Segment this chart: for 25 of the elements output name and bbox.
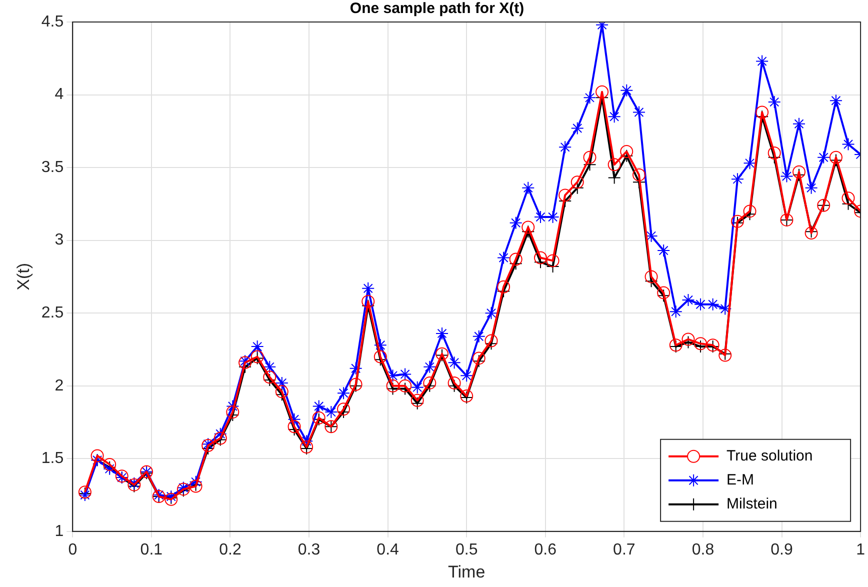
x-tick-label: 0.4 bbox=[376, 541, 400, 558]
legend-label: E-M bbox=[726, 472, 754, 489]
y-tick-label: 4 bbox=[54, 86, 64, 104]
y-tick-label: 1.5 bbox=[41, 450, 64, 468]
y-tick-label: 2 bbox=[54, 377, 64, 394]
y-tick-label: 1 bbox=[54, 522, 64, 540]
chart-title: One sample path for X(t) bbox=[350, 0, 524, 18]
y-tick-label: 2.5 bbox=[41, 304, 64, 322]
x-tick-label: 0.8 bbox=[692, 541, 714, 558]
x-tick-label: 0.3 bbox=[298, 541, 320, 558]
x-tick-label: 0.9 bbox=[770, 541, 793, 558]
x-tick-label: 0.1 bbox=[140, 541, 163, 558]
y-tick-label: 3.5 bbox=[41, 158, 64, 176]
y-tick-label: 4.5 bbox=[41, 13, 64, 30]
x-tick-label: 1 bbox=[856, 541, 866, 558]
x-tick-label: 0.5 bbox=[455, 541, 478, 558]
y-tick-label: 3 bbox=[54, 232, 64, 249]
x-axis-title: Time bbox=[448, 562, 486, 582]
y-axis-title: X(t) bbox=[14, 263, 33, 290]
x-tick-label: 0.6 bbox=[534, 541, 557, 558]
legend-label: Milstein bbox=[726, 496, 778, 513]
x-tick-label: 0.7 bbox=[613, 541, 636, 558]
x-tick-label: 0.2 bbox=[219, 541, 242, 558]
x-tick-label: 0 bbox=[68, 541, 78, 558]
legend-label: True solution bbox=[726, 448, 813, 465]
